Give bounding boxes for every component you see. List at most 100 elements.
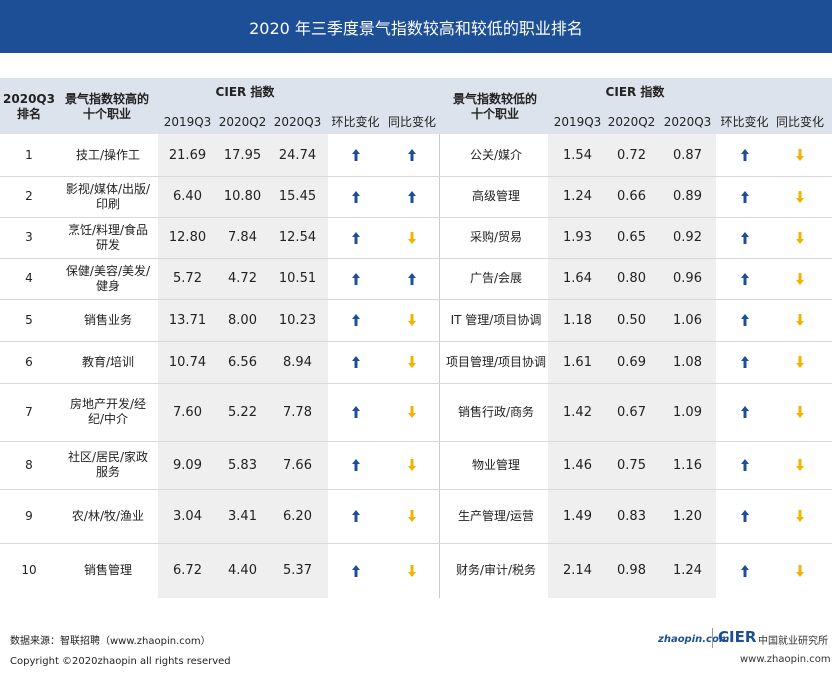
high-value: 6.40 [173,189,202,204]
arrow-down [408,459,416,471]
high-value: 7.84 [228,230,257,245]
high-value: 7.66 [283,457,312,473]
arrow-down [408,314,416,326]
row-line [0,341,832,342]
row-line [0,176,832,177]
shade [158,134,328,598]
arrow-down [796,459,804,471]
low-value: 0.92 [673,230,702,245]
table-header-bg [0,78,832,134]
arrow-up [351,231,360,244]
high-occupation: 销售业务 [83,312,132,327]
arrow-up [351,190,360,203]
arrow-up [351,406,360,418]
high-value: 6.20 [283,508,312,524]
arrow-up [351,314,360,326]
high-occupation: 影视/媒体/出版/印刷 [65,181,151,211]
low-value: 0.66 [617,189,646,204]
high-value: 21.69 [168,147,207,163]
high-value: 8.00 [228,312,257,328]
high-value: 10.80 [223,189,262,204]
arrow-down [408,406,416,418]
arrow-down [796,231,804,244]
high-value: 13.71 [168,312,207,328]
column-header: 2019Q3 [553,114,602,129]
arrow-up [740,149,749,161]
arrow-down [796,356,804,368]
arrow-up [740,314,749,326]
high-occupation: 社区/居民/家政服务 [67,450,149,479]
arrow-up [740,231,749,244]
logo: zhaopin.com [658,634,730,645]
high-value: 5.83 [228,457,257,473]
high-value: 8.94 [283,354,312,370]
column-header: 2019Q3 [163,114,212,129]
divider [439,134,440,598]
row-line [0,383,832,384]
high-occupation: 烹饪/料理/食品研发 [67,222,149,252]
low-value: 0.69 [617,354,646,370]
high-occupation: 农/林/牧/渔业 [71,508,145,523]
low-header-line: 景气指数较低的 [452,92,537,106]
arrow-up [408,190,416,203]
high-occupation: 技工/操作工 [75,147,141,162]
column-header: 环比变化 [720,114,769,129]
index-header: CIER 指数 [605,84,665,99]
cier-logo: CIER [718,628,757,646]
column-header: 2020Q2 [607,114,656,129]
arrow-down [796,564,804,577]
low-occupation: 财务/审计/税务 [455,563,537,577]
low-value: 0.67 [617,404,646,420]
rank: 7 [25,404,33,419]
low-occupation: 广告/会展 [469,271,523,285]
arrow-down [796,149,804,161]
high-occupation: 销售管理 [83,563,132,577]
rank: 4 [25,271,33,285]
cier-name: 中国就业研究所 [758,636,828,647]
low-occupation: 生产管理/运营 [457,508,535,523]
high-value: 4.40 [228,563,257,578]
arrow-down [408,231,416,244]
low-value: 0.83 [617,508,646,524]
low-value: 0.89 [673,189,702,204]
high-header: 景气指数较高的 十个职业 [58,82,156,132]
arrow-down [408,510,416,522]
arrow-up [351,149,360,161]
low-value: 0.75 [617,457,646,473]
arrow-down [408,356,416,368]
low-occupation: 采购/贸易 [469,230,523,244]
low-occupation: IT 管理/项目协调 [450,312,542,327]
rank: 5 [25,312,33,327]
arrow-up [351,272,360,285]
low-value: 1.20 [673,508,702,524]
arrow-up [740,272,749,285]
rank: 6 [25,354,33,369]
rank: 8 [25,457,33,472]
column-header: 同比变化 [387,114,436,129]
source: 数据来源：智联招聘（www.zhaopin.com） [10,636,211,647]
low-value: 0.72 [617,147,646,163]
high-value: 10.23 [278,312,317,328]
arrow-up [740,459,749,471]
low-value: 1.61 [563,354,592,370]
low-value: 1.09 [673,404,702,420]
column-header: 同比变化 [775,114,824,129]
low-value: 1.93 [563,230,592,245]
high-value: 3.04 [173,508,202,524]
arrow-down [796,190,804,203]
divider [712,628,713,648]
high-value: 5.37 [283,563,312,578]
row-line [0,489,832,490]
low-header: 景气指数较低的 十个职业 [440,82,550,132]
arrow-up [351,564,360,577]
column-header: 2020Q3 [273,114,322,129]
low-occupation: 销售行政/商务 [457,404,535,419]
shade [548,134,716,598]
rank-header: 2020Q3 排名 [0,82,58,132]
low-value: 0.87 [673,147,702,163]
arrow-up [351,510,360,522]
high-value: 17.95 [223,147,262,163]
high-value: 7.78 [283,404,312,420]
rank: 3 [25,230,33,244]
